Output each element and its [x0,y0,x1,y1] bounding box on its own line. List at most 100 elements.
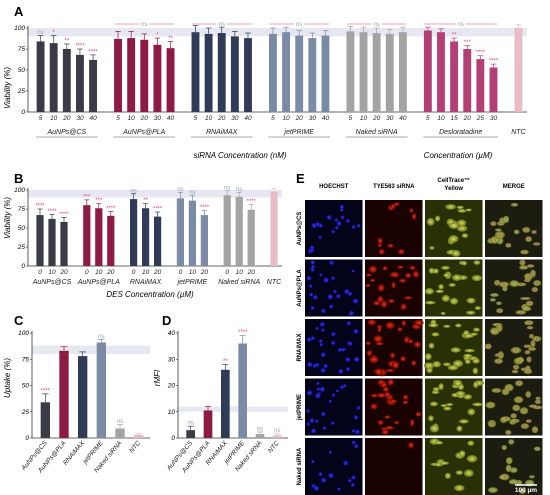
nucleus-mark [354,444,359,449]
panel-a-x-axis-label-drug: Concentration (µM) [424,151,493,160]
bar [282,32,291,113]
merge-nucleus-mark [531,475,533,478]
x-tick-label: 10 [236,269,244,276]
sirna-signal-mark [414,341,421,348]
bar [270,191,278,266]
cell-body-mark [461,233,469,238]
cell-body-mark [443,324,451,328]
sirna-signal-mark [374,368,383,376]
x-tick-label: 30 [154,115,162,122]
nucleus-mark [311,265,316,269]
merge-nucleus-mark [512,480,515,483]
cell-body-mark [457,208,467,213]
merge-nucleus-mark [535,243,538,245]
sirna-signal-mark [377,243,382,248]
micrograph-background [485,200,543,257]
bar [114,38,122,112]
y-tick-label: 50 [18,225,26,232]
sirna-signal-mark [368,265,378,273]
scale-bar-label: 100 µm [515,487,537,494]
micrograph-background [365,438,423,495]
nucleus-mark [306,422,310,426]
a-reference-band [28,28,527,37]
nucleus-mark [328,399,332,403]
group-label: Desloratadine [439,129,482,136]
nucleus-mark [313,485,320,491]
group-label: NTC [267,279,282,286]
sirna-signal-mark [389,271,400,278]
merge-nucleus-mark [536,447,539,450]
x-tick-label: 20 [106,269,115,276]
sirna-signal-mark [370,403,378,410]
merge-nucleus-mark [504,418,507,420]
nucleus-mark [351,475,356,480]
bar [36,215,44,266]
cell-body-mark [445,402,454,407]
merge-nucleus-mark [520,283,522,286]
sirna-signal-mark [391,281,396,289]
bar [247,209,255,266]
merge-nucleus-mark [536,282,539,284]
y-tick-label: 30 [168,356,176,363]
merge-nucleus-mark [507,244,510,247]
significance-label: **** [200,205,210,211]
sirna-signal-mark [401,319,407,327]
cell-body-mark [429,401,439,407]
x-tick-label: NTC [267,440,281,455]
x-tick-label: 20 [463,115,472,122]
nucleus-mark [346,321,351,326]
sirna-signal-mark [411,360,417,366]
significance-label: ns [236,187,242,193]
group-label: NTC [511,129,526,136]
nucleus-mark [323,363,328,369]
cell-body-mark [435,215,441,222]
x-tick-label: 10 [48,269,56,276]
nucleus-mark [343,288,350,295]
significance-label: * [53,30,56,36]
x-tick-label: 20 [217,115,226,122]
micrograph-tile [365,438,423,495]
bar [268,33,277,112]
significance-bracket-label: ns [296,22,302,28]
nucleus-mark [320,411,326,417]
cell-body-mark [464,359,471,365]
significance-label: ns [224,185,230,191]
nucleus-mark [348,341,353,346]
nucleus-mark [335,389,339,393]
merge-nucleus-mark [503,446,506,449]
x-tick-label: 20 [62,115,71,122]
nucleus-mark [351,225,356,229]
cell-body-mark [474,306,482,311]
nucleus-mark [331,340,336,346]
merge-nucleus-mark [527,275,530,278]
merge-nucleus-mark [498,302,500,305]
bar [217,33,226,112]
merge-nucleus-mark [527,321,530,324]
x-tick-label: 0 [85,269,89,276]
bar [107,215,115,266]
sirna-signal-mark [410,418,415,427]
sirna-signal-mark [365,283,371,288]
cell-body-mark [467,440,475,446]
d-reference-band [178,406,288,412]
bar [95,208,103,266]
x-tick-label: 25 [476,115,485,122]
x-tick-label: 10 [189,269,197,276]
nucleus-mark [345,357,351,362]
merge-nucleus-mark [504,390,507,393]
significance-label: *** [83,194,91,200]
x-tick-label: 10 [50,115,58,122]
sirna-signal-mark [399,356,407,362]
significance-label: ns [187,421,193,427]
cell-body-mark [441,294,450,302]
nucleus-mark [318,472,323,477]
merge-nucleus-mark [528,358,530,361]
bar [166,48,175,112]
bar [476,59,485,112]
cell-body-mark [438,283,444,290]
bar [463,49,472,112]
nucleus-mark [321,477,327,483]
bar [308,38,317,112]
x-tick-label: 30 [490,115,498,122]
y-tick-label: 100 [18,330,29,337]
